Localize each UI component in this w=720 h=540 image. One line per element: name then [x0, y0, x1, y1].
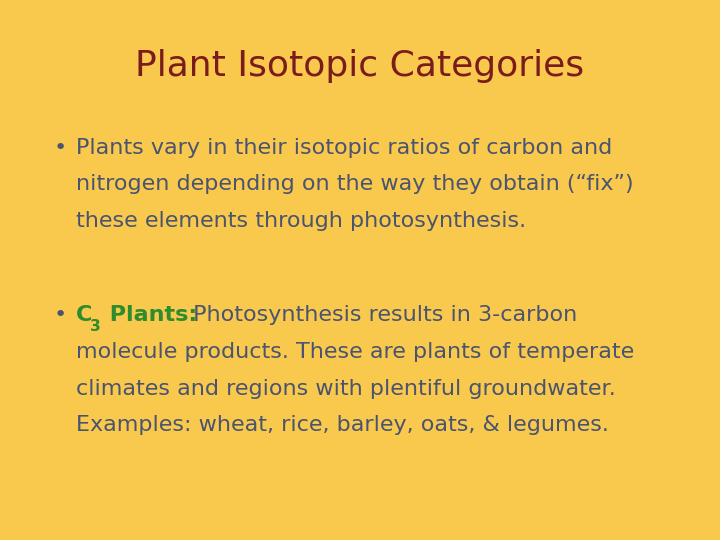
Text: climates and regions with plentiful groundwater.: climates and regions with plentiful grou…: [76, 379, 616, 399]
Text: Examples: wheat, rice, barley, oats, & legumes.: Examples: wheat, rice, barley, oats, & l…: [76, 415, 608, 435]
Text: •: •: [54, 138, 67, 158]
Text: Plants:: Plants:: [102, 305, 197, 325]
Text: •: •: [54, 305, 67, 325]
Text: molecule products. These are plants of temperate: molecule products. These are plants of t…: [76, 342, 634, 362]
Text: Plants vary in their isotopic ratios of carbon and: Plants vary in their isotopic ratios of …: [76, 138, 612, 158]
Text: 3: 3: [90, 319, 101, 334]
Text: nitrogen depending on the way they obtain (“fix”): nitrogen depending on the way they obtai…: [76, 174, 633, 194]
Text: Plant Isotopic Categories: Plant Isotopic Categories: [135, 49, 585, 83]
Text: these elements through photosynthesis.: these elements through photosynthesis.: [76, 211, 526, 231]
Text: Photosynthesis results in 3-carbon: Photosynthesis results in 3-carbon: [186, 305, 577, 325]
Text: C: C: [76, 305, 92, 325]
